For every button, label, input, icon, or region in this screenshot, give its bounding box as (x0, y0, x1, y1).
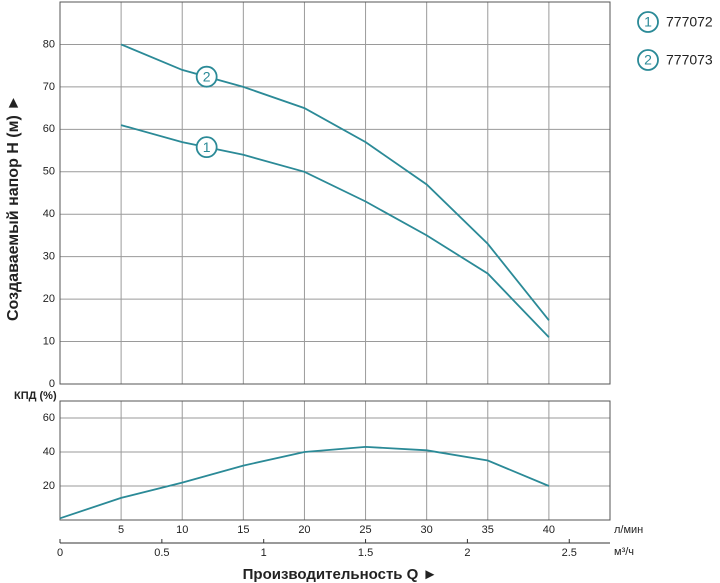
plot-frame (59, 400, 611, 521)
y-tick-label: 20 (43, 480, 55, 492)
x-tick-label: 20 (298, 524, 310, 536)
y-tick-label: 70 (43, 81, 55, 93)
x2-tick-label: 2.5 (562, 547, 577, 559)
y-tick-label: 40 (43, 446, 55, 458)
y-tick-label: 0 (49, 378, 55, 390)
plot-frame (59, 1, 611, 385)
efficiency-axis-title: КПД (%) (14, 390, 57, 402)
y-tick-label: 50 (43, 166, 55, 178)
y-tick-label: 30 (43, 251, 55, 263)
x2-tick-label: 2 (464, 547, 470, 559)
head-curve (120, 124, 550, 338)
x2-tick-label: 0.5 (154, 547, 169, 559)
x-tick-label: 25 (359, 524, 371, 536)
x-tick-label: 10 (176, 524, 188, 536)
x2-tick-label: 1 (261, 547, 267, 559)
y-tick-label: 20 (43, 293, 55, 305)
curve-label: 2 (203, 68, 211, 84)
legend-circle (637, 49, 659, 71)
x-tick-label: 35 (482, 524, 494, 536)
x2-tick-label: 0 (57, 547, 63, 559)
legend-circle (637, 11, 659, 33)
y-tick-label: 60 (43, 412, 55, 424)
x-axis-title: Производительность Q ► (243, 566, 438, 583)
x2-tick-label: 1.5 (358, 547, 373, 559)
y-axis-title: Создаваемый напор H (м) ► (5, 95, 22, 321)
x-unit: л/мин (614, 524, 643, 536)
curve-label-circle (195, 65, 218, 88)
x-tick-label: 30 (421, 524, 433, 536)
y-tick-label: 80 (43, 38, 55, 50)
legend-marker: 2 (644, 52, 652, 68)
curve-label: 1 (203, 139, 211, 155)
curve-label-circle (195, 136, 218, 159)
x-tick-label: 15 (237, 524, 249, 536)
efficiency-curve (59, 445, 550, 520)
x-tick-label: 40 (543, 524, 555, 536)
y-tick-label: 10 (43, 335, 55, 347)
legend-label: 777072 (666, 14, 713, 30)
legend-label: 777073 (666, 52, 713, 68)
head-curve (120, 43, 550, 321)
x2-unit: м³/ч (614, 546, 634, 558)
y-tick-label: 40 (43, 208, 55, 220)
legend-marker: 1 (644, 14, 652, 30)
x-tick-label: 5 (118, 524, 124, 536)
y-tick-label: 60 (43, 123, 55, 135)
